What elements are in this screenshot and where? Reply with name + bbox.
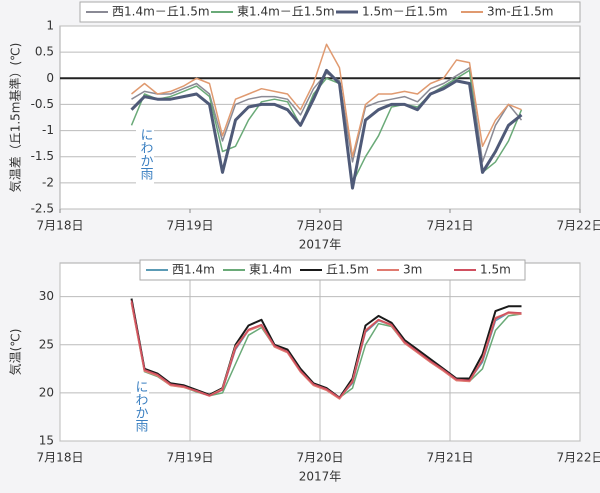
y-tick-label: -1 [42,123,54,137]
x-tick-label: 7月19日 [167,451,214,465]
y-tick-label: 20 [39,385,54,399]
x-tick-label: 7月22日 [557,219,600,233]
legend-label: 3m-丘1.5m [487,5,553,19]
annotation-box [136,126,154,184]
chart-top: -2.5 -2 -1.5 -1 -0.5 0 0.5 1 7月18日 7月19日 7月20日 7月21… [8,1,600,252]
y-axis-label: 気温(℃) [8,329,23,376]
y-tick-label: 30 [39,289,54,303]
legend-label: 3m [403,263,422,277]
legend-label: 1.5m－丘1.5m [362,5,448,19]
annotation: にわか雨 [133,380,149,432]
x-tick-label: 7月20日 [297,451,344,465]
annotation: にわか雨 [138,128,154,180]
series-line [130,68,523,190]
series-line [130,300,522,399]
legend-label: 東1.4m [249,263,292,277]
y-tick-label: -2 [42,175,54,189]
legend-label: 西1.4m [172,263,215,277]
y-tick-label: 1 [46,19,54,33]
y-tick-label: 15 [39,434,54,448]
legend-label: 1.5m [480,263,511,277]
legend: 西1.4m 東1.4m 丘1.5m 3m 1.5m [139,259,526,281]
x-axis-label: 2017年 [299,238,342,252]
y-tick-label: -0.5 [31,97,54,111]
legend-label: 丘1.5m [326,263,369,277]
legend-box [79,1,581,23]
legend-box [139,259,526,281]
x-tick-label: 7月20日 [297,219,344,233]
x-tick-label: 7月21日 [427,219,474,233]
x-tick-label: 7月18日 [37,219,84,233]
x-axis-label: 2017年 [299,470,342,484]
legend-label: 東1.4m－丘1.5m [237,5,335,19]
chart-bottom: 15 20 25 30 7月18日 7月19日 7月20日 7月21日 7月22日 2017年 気温… [8,259,600,484]
y-tick-label: -2.5 [31,202,54,216]
legend: 西1.4m－丘1.5m 東1.4m－丘1.5m 1.5m－丘1.5m 3m-丘1.5m [79,1,581,23]
x-tick-label: 7月22日 [557,451,600,465]
x-tick-label: 7月21日 [427,451,474,465]
series-line [131,43,522,158]
x-tick-label: 7月19日 [167,219,214,233]
y-tick-label: 0.5 [35,45,54,59]
y-tick-label: 25 [39,337,54,351]
y-tick-label: -1.5 [31,149,54,163]
x-tick-label: 7月18日 [37,451,84,465]
series-line [130,69,523,184]
y-axis-label: 気温差（丘1.5m基準）(℃) [8,43,23,193]
y-tick-label: 0 [46,71,54,85]
legend-label: 西1.4m－丘1.5m [112,5,210,19]
annotation-box [131,378,149,440]
